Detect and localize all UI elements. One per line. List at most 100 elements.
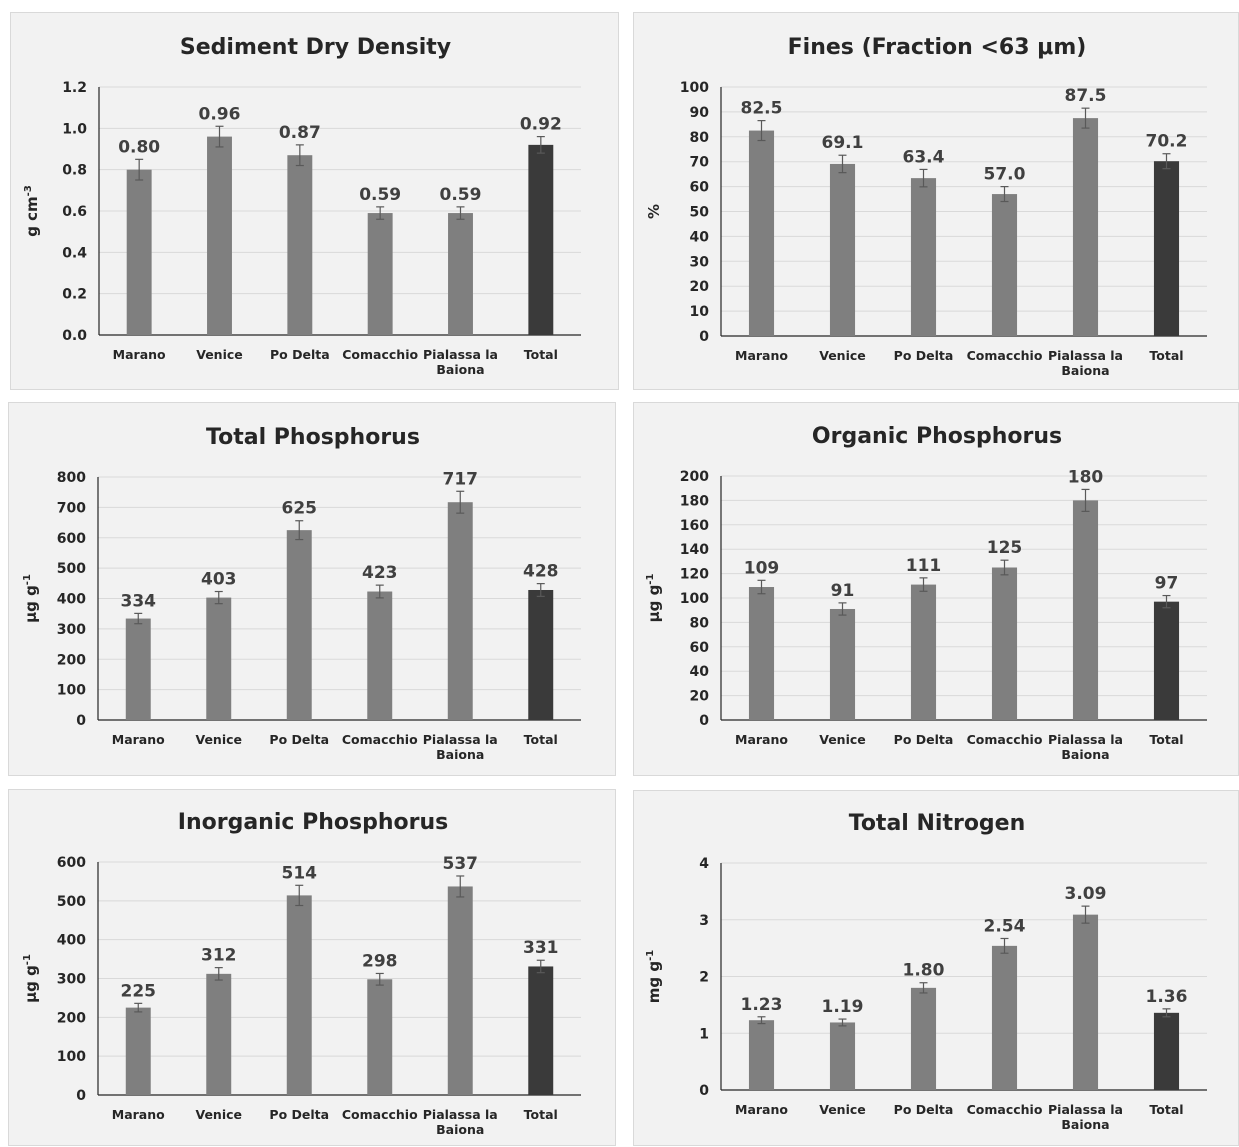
data-label: 69.1: [822, 133, 864, 153]
x-tick-label: Pialassa la: [1048, 732, 1123, 747]
x-tick-label: Comacchio: [342, 732, 418, 747]
bar: [125, 618, 151, 720]
x-tick-label: Pialassa la: [423, 1107, 498, 1122]
y-tick-label: 0.6: [62, 204, 87, 220]
y-tick-label: 80: [690, 615, 710, 631]
bar: [447, 886, 473, 1095]
y-tick-label: 60: [690, 640, 710, 656]
y-tick-label: 40: [690, 229, 710, 245]
y-tick-label: 100: [680, 80, 709, 96]
data-label: 2.54: [984, 916, 1026, 936]
x-tick-label: Venice: [195, 732, 242, 747]
x-tick-label: Baiona: [1061, 363, 1109, 378]
bar: [286, 530, 312, 720]
chart-panel-dry-density: Sediment Dry Density 0.0 0.2 0.4 0.6 0.8 1.0 1.…: [10, 12, 619, 390]
x-tick-label: Venice: [819, 348, 866, 363]
chart-dry-density: Sediment Dry Density 0.0 0.2 0.4 0.6 0.8 1.0 1.…: [23, 35, 581, 377]
y-tick-label: 4: [699, 856, 709, 872]
y-axis-label: mg g-1: [645, 950, 663, 1003]
y-tick-label: 600: [57, 531, 86, 547]
bar: [528, 966, 554, 1095]
y-tick-label: 50: [690, 205, 710, 221]
bar: [748, 130, 775, 336]
y-tick-label: 20: [690, 279, 710, 295]
y-axis-label: %: [645, 204, 663, 219]
x-tick-label: Total: [1149, 732, 1183, 747]
x-tick-label: Baiona: [1061, 747, 1109, 762]
y-axis-label: μg g-1: [22, 954, 40, 1003]
y-tick-label: 200: [57, 1010, 86, 1026]
y-tick-label: 140: [680, 542, 709, 558]
bar: [528, 144, 554, 335]
data-label: 63.4: [903, 147, 945, 167]
x-tick-label: Po Delta: [270, 347, 330, 362]
data-label: 125: [987, 538, 1023, 558]
bar: [448, 213, 473, 335]
bar: [1153, 1012, 1180, 1090]
data-label: 537: [443, 854, 479, 874]
data-label: 225: [121, 981, 157, 1001]
x-tick-label: Total: [524, 1107, 558, 1122]
data-label: 428: [523, 562, 559, 582]
bar: [829, 163, 856, 336]
x-tick-label: Po Delta: [269, 732, 329, 747]
y-tick-label: 60: [690, 180, 710, 196]
x-tick-label: Total: [1149, 348, 1183, 363]
bar: [1072, 914, 1099, 1090]
y-tick-label: 300: [57, 972, 86, 988]
y-tick-label: 1.2: [62, 80, 87, 96]
bar: [447, 502, 473, 720]
x-tick-label: Comacchio: [967, 732, 1043, 747]
bar: [206, 597, 232, 720]
y-tick-label: 500: [57, 561, 86, 577]
chart-organic-phosphorus: Organic Phosphorus 0 20 40 60 80 100 120 140 160 1…: [645, 424, 1207, 762]
chart-title: Fines (Fraction <63 μm): [788, 35, 1087, 60]
y-tick-label: 100: [680, 591, 709, 607]
bar: [126, 169, 152, 335]
bar: [910, 987, 937, 1090]
data-label: 0.59: [359, 185, 401, 205]
bar: [206, 973, 232, 1095]
bar: [1072, 500, 1099, 720]
data-label: 334: [121, 591, 157, 611]
x-tick-label: Po Delta: [894, 348, 954, 363]
data-label: 0.87: [279, 123, 321, 143]
data-label: 423: [362, 563, 398, 583]
data-label: 57.0: [984, 165, 1026, 185]
data-label: 97: [1155, 574, 1179, 594]
x-tick-label: Comacchio: [967, 1102, 1043, 1117]
data-label: 0.92: [520, 115, 562, 135]
y-tick-label: 800: [57, 470, 86, 486]
y-tick-label: 300: [57, 622, 86, 638]
bar: [367, 591, 393, 720]
x-tick-label: Comacchio: [967, 348, 1043, 363]
y-tick-label: 0.8: [62, 163, 87, 179]
data-label: 0.96: [199, 104, 241, 124]
chart-title: Sediment Dry Density: [180, 35, 451, 60]
bar: [287, 155, 313, 335]
y-tick-label: 2: [699, 970, 709, 986]
data-label: 0.80: [118, 137, 160, 157]
data-label: 1.19: [822, 997, 864, 1017]
y-tick-label: 200: [57, 652, 86, 668]
x-tick-label: Marano: [112, 1107, 165, 1122]
bar: [910, 178, 937, 336]
y-tick-label: 0: [699, 1083, 709, 1099]
chart-fines: Fines (Fraction <63 μm) 0 10 20 30 40 50 60 70 80…: [645, 35, 1207, 378]
y-tick-label: 500: [57, 894, 86, 910]
data-label: 1.36: [1146, 987, 1188, 1007]
y-tick-label: 120: [680, 567, 709, 583]
x-tick-label: Marano: [735, 1102, 788, 1117]
x-tick-label: Comacchio: [342, 347, 418, 362]
bar: [829, 608, 856, 720]
chart-panel-fines: Fines (Fraction <63 μm) 0 10 20 30 40 50 60 70 80…: [633, 12, 1239, 390]
x-tick-label: Venice: [819, 732, 866, 747]
y-tick-label: 0.4: [62, 245, 87, 261]
bar: [125, 1007, 151, 1095]
data-label: 82.5: [741, 99, 783, 119]
y-tick-label: 20: [690, 689, 710, 705]
y-tick-label: 700: [57, 500, 86, 516]
bar: [748, 1020, 775, 1090]
bar: [207, 136, 232, 335]
x-tick-label: Baiona: [436, 362, 484, 377]
